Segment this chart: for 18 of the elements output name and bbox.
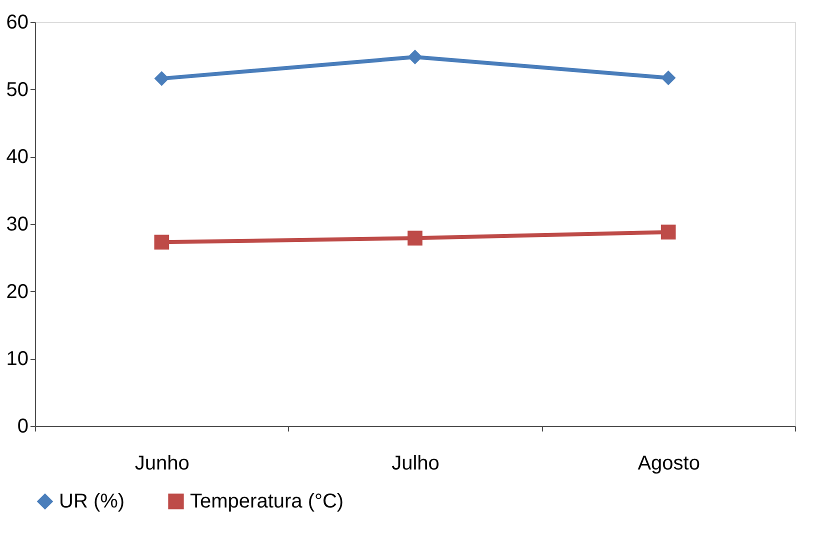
y-tick-label: 40	[6, 146, 28, 168]
point	[154, 234, 170, 250]
y-tick-label: 10	[6, 348, 28, 370]
legend-label: UR (%)	[59, 490, 125, 512]
point	[408, 50, 422, 64]
x-tick-label: Julho	[392, 452, 440, 474]
x-tick-label: Agosto	[638, 452, 700, 474]
y-tick-label: 60	[6, 12, 28, 34]
y-tick-label: 30	[6, 214, 28, 236]
x-tick-label: Junho	[134, 452, 190, 474]
point	[408, 230, 422, 246]
point	[154, 71, 170, 86]
point	[660, 70, 676, 86]
y-tick-label: 0	[17, 416, 28, 438]
point	[660, 224, 676, 240]
legend-label: Temperatura (°C)	[190, 490, 344, 512]
y-tick-label: 20	[6, 280, 28, 303]
y-tick-label: 50	[6, 78, 28, 101]
